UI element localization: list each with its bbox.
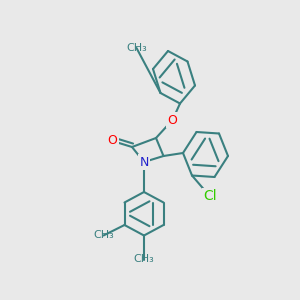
- Text: Cl: Cl: [203, 190, 217, 203]
- Text: O: O: [108, 134, 117, 148]
- Text: N: N: [139, 155, 149, 169]
- Text: O: O: [168, 113, 177, 127]
- Text: CH₃: CH₃: [134, 254, 154, 265]
- Text: CH₃: CH₃: [126, 43, 147, 53]
- Text: CH₃: CH₃: [93, 230, 114, 241]
